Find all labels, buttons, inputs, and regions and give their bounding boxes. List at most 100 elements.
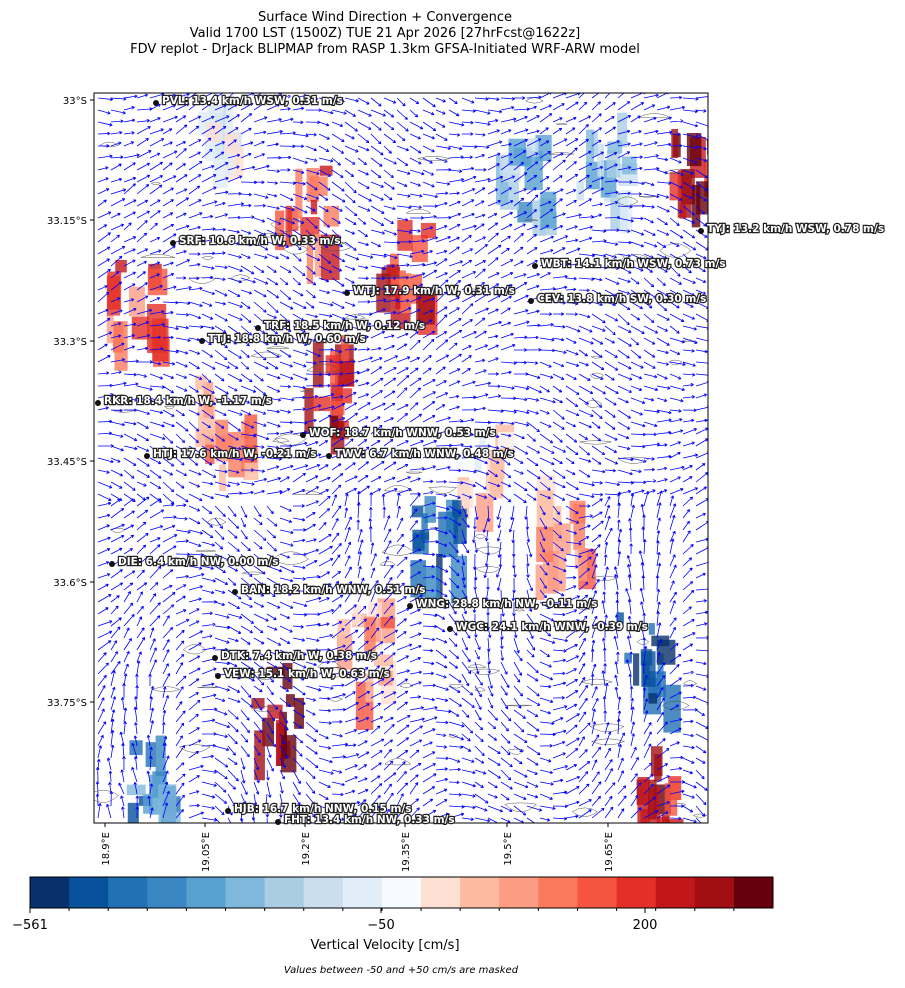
wind-vectors	[95, 93, 708, 823]
convergence-patch	[709, 173, 720, 197]
station-dot	[232, 589, 238, 595]
convergence-patch	[536, 490, 554, 531]
convergence-patch	[143, 793, 153, 814]
convergence-patch	[364, 616, 376, 652]
map-frame	[93, 92, 709, 824]
convergence-patch	[438, 511, 458, 558]
convergence-patch	[657, 653, 664, 678]
convergence-patch	[380, 616, 395, 629]
lon-tick-label: 18.9°E	[101, 832, 112, 866]
lon-tick-label: 19.2°E	[301, 832, 312, 866]
convergence-patch	[476, 492, 494, 533]
lat-tick-label: 33.15°S	[47, 216, 87, 227]
convergence-patch	[341, 335, 349, 362]
convergence-patch	[619, 190, 633, 234]
convergence-patch	[536, 526, 554, 563]
convergence-patch	[479, 435, 486, 448]
convergence-patch	[295, 168, 303, 219]
convergence-patch	[411, 235, 428, 263]
convergence-patch	[131, 316, 150, 340]
convergence-patch	[115, 259, 127, 273]
station-label: RKR: 18.4 km/h W, -1.17 m/s	[104, 395, 272, 407]
station-label: VEW: 15.1 km/h W, 0.63 m/s	[224, 668, 390, 680]
station-label: SRF: 10.6 km/h W, 0.33 m/s	[179, 235, 341, 247]
convergence-patch	[526, 138, 539, 157]
convergence-patch	[190, 157, 201, 177]
convergence-patch	[656, 816, 670, 823]
station-dot	[532, 263, 538, 269]
station-dot	[215, 673, 221, 679]
colorbar-swatch	[225, 877, 266, 908]
station-label: PVL: 13.4 km/h WSW, 0.31 m/s	[162, 95, 343, 107]
colorbar-swatch	[264, 877, 305, 908]
note: Values between -50 and +50 cm/s are mask…	[284, 965, 519, 976]
convergence-patch	[304, 388, 314, 434]
station-label: HJB: 16.7 km/h NNW, 0.15 m/s	[234, 803, 412, 815]
colorbar-swatch	[69, 877, 109, 908]
convergence-patch	[330, 401, 345, 416]
convergence-patch	[654, 754, 662, 782]
convergence-patch	[606, 150, 621, 178]
lat-tick-label: 33.6°S	[53, 578, 87, 589]
convergence-patch	[198, 111, 209, 137]
convergence-patch	[128, 286, 145, 317]
convergence-patch	[412, 529, 425, 551]
convergence-patch	[411, 505, 424, 518]
convergence-patch	[452, 500, 462, 517]
convergence-patch	[219, 464, 227, 491]
convergence-patch	[497, 432, 514, 449]
convergence-patch	[285, 205, 293, 247]
colorbar-swatch	[421, 877, 461, 908]
convergence-patch	[323, 205, 339, 227]
station-dot	[344, 290, 350, 296]
convergence-patch	[669, 172, 682, 201]
convergence-patch	[648, 693, 658, 704]
convergence-patch	[205, 435, 215, 464]
convergence-patch	[228, 431, 245, 478]
convergence-patch	[155, 735, 166, 776]
convergence-patch	[147, 268, 168, 296]
convergence-patch	[704, 159, 708, 197]
colorbar-swatch	[733, 877, 774, 908]
convergence-patch	[686, 132, 702, 167]
lat-tick-label: 33°S	[63, 96, 87, 107]
convergence-patch	[314, 233, 323, 277]
convergence-patch	[416, 287, 435, 325]
convergence-patch	[665, 818, 684, 823]
convergence-patch	[309, 176, 328, 196]
station-label: WOF: 18.7 km/h WNW, 0.53 m/s	[309, 427, 496, 439]
convergence-patch	[337, 619, 351, 651]
convergence-patch	[590, 131, 598, 156]
convergence-patch	[540, 191, 557, 229]
convergence-patch	[607, 141, 623, 154]
station-label: TYJ: 13.2 km/h WSW, 0.78 m/s	[707, 223, 884, 235]
convergence-patch	[195, 375, 207, 390]
convergence-patch	[671, 128, 679, 158]
lon-tick-label: 19.5°E	[503, 832, 514, 866]
station-dot	[225, 808, 231, 814]
station-label: WBT: 14.1 km/h WSW, 0.73 m/s	[541, 258, 726, 270]
convergence-patch	[420, 222, 436, 239]
convergence-patch	[311, 396, 331, 412]
convergence-patch	[319, 165, 333, 176]
lon-tick-label: 19.35°E	[401, 832, 412, 872]
station-label: TRF: 18.5 km/h W, 0.12 m/s	[264, 320, 425, 332]
title: FDV replot - DrJack BLIPMAP from RASP 1.…	[130, 42, 640, 57]
station-label: BAN: 18.2 km/h WNW, 0.51 m/s	[241, 584, 426, 596]
station-dot	[698, 228, 704, 234]
colorbar-frame	[29, 876, 774, 909]
lat-tick-label: 33.3°S	[53, 337, 87, 348]
convergence-patch	[306, 237, 314, 284]
convergence-patch	[633, 653, 640, 686]
convergence-patch	[474, 459, 483, 473]
station-dot	[153, 100, 159, 106]
convergence-patch	[586, 129, 595, 170]
convergence-patch	[400, 273, 412, 314]
convergence-patch	[456, 457, 471, 473]
lon-tick-label: 19.05°E	[201, 832, 212, 872]
convergence-patch	[365, 673, 374, 702]
colorbar-swatch	[381, 877, 422, 908]
station-label: WNG: 28.8 km/h NW, -0.11 m/s	[416, 598, 597, 610]
colorbar-swatch	[577, 877, 618, 908]
